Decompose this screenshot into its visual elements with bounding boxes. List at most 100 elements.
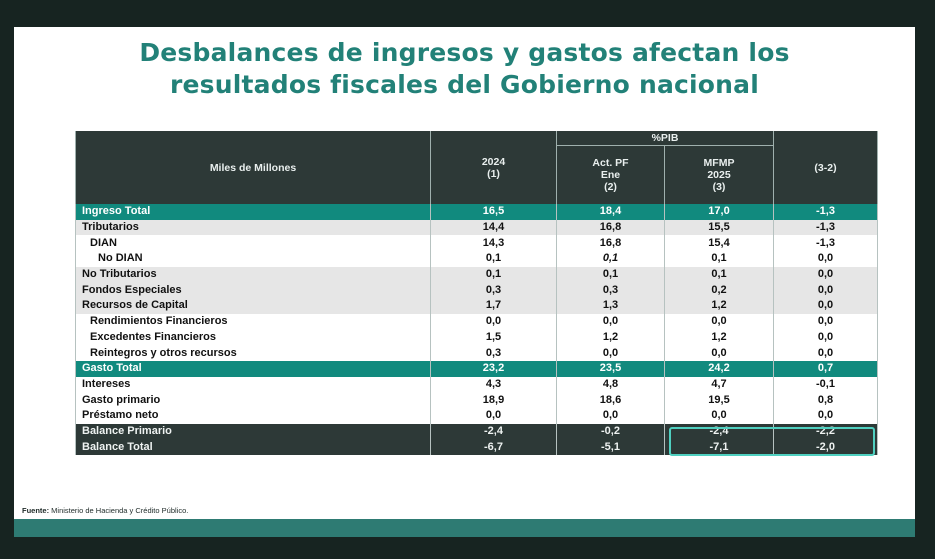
cell-2024: 0,0 xyxy=(430,407,557,424)
highlight-box xyxy=(669,427,875,456)
table-row-fondos-especiales: Fondos Especiales 0,3 0,3 0,2 0,0 xyxy=(75,282,878,299)
header-col-2024-year: 2024 xyxy=(481,155,506,168)
cell-diff: -1,3 xyxy=(773,219,878,236)
table-row-recursos-capital: Recursos de Capital 1,7 1,3 1,2 0,0 xyxy=(75,298,878,314)
table-row-gasto-primario: Gasto primario 18,9 18,6 19,5 0,8 xyxy=(75,392,878,408)
header-col-diff: (3-2) xyxy=(773,131,878,204)
cell-diff: -1,3 xyxy=(773,204,878,220)
cell-2024: 16,5 xyxy=(430,204,557,220)
cell-mfmp: 0,1 xyxy=(664,266,774,283)
header-mfmp-line3: (3) xyxy=(712,181,726,193)
cell-diff: 0,0 xyxy=(773,298,878,314)
cell-2024: 0,1 xyxy=(430,251,557,267)
cell-diff: 0,0 xyxy=(773,329,878,346)
cell-2024: 1,5 xyxy=(430,329,557,346)
cell-act-pf: 16,8 xyxy=(556,219,665,236)
cell-diff: 0,0 xyxy=(773,282,878,299)
cell-mfmp: 4,7 xyxy=(664,376,774,393)
cell-mfmp: 0,0 xyxy=(664,345,774,361)
cell-2024: 18,9 xyxy=(430,392,557,408)
cell-diff: 0,0 xyxy=(773,266,878,283)
slide-footer-bar xyxy=(14,519,915,537)
row-label: Tributarios xyxy=(75,219,431,236)
row-label: Préstamo neto xyxy=(75,407,431,424)
cell-act-pf: -0,2 xyxy=(556,423,665,440)
cell-mfmp: 1,2 xyxy=(664,298,774,314)
cell-mfmp: 15,4 xyxy=(664,235,774,252)
cell-mfmp: 17,0 xyxy=(664,204,774,220)
fiscal-table: Miles de Millones 2024 (1) %PIB (3-2) Ac… xyxy=(75,131,878,455)
table-row-dian: DIAN 14,3 16,8 15,4 -1,3 xyxy=(75,235,878,252)
cell-act-pf: -5,1 xyxy=(556,439,665,455)
cell-act-pf: 0,0 xyxy=(556,345,665,361)
title-line-1: Desbalances de ingresos y gastos afectan… xyxy=(139,38,790,67)
table-row-balance-total: Balance Total -6,7 -5,1 -7,1 -2,0 xyxy=(75,439,878,455)
header-act-pf-line3: (2) xyxy=(604,181,617,193)
header-col-mfmp: MFMP 2025 (3) xyxy=(664,145,774,204)
row-label: Intereses xyxy=(75,376,431,393)
cell-2024: 0,3 xyxy=(430,345,557,361)
table-row-gasto-total: Gasto Total 23,2 23,5 24,2 0,7 xyxy=(75,360,878,377)
cell-mfmp: -7,1 xyxy=(664,439,774,455)
row-label: No Tributarios xyxy=(75,266,431,283)
cell-diff: -2,0 xyxy=(773,439,878,455)
table-row-reintegros: Reintegros y otros recursos 0,3 0,0 0,0 … xyxy=(75,345,878,361)
source-text: Ministerio de Hacienda y Crédito Público… xyxy=(49,506,189,515)
cell-2024: 1,7 xyxy=(430,298,557,314)
row-label: Gasto Total xyxy=(75,360,431,377)
table-row-intereses: Intereses 4,3 4,8 4,7 -0,1 xyxy=(75,376,878,393)
table-row-no-tributarios: No Tributarios 0,1 0,1 0,1 0,0 xyxy=(75,266,878,283)
cell-act-pf: 0,1 xyxy=(556,266,665,283)
table-row-prestamo-neto: Préstamo neto 0,0 0,0 0,0 0,0 xyxy=(75,407,878,424)
cell-diff: 0,0 xyxy=(773,251,878,267)
cell-2024: 14,3 xyxy=(430,235,557,252)
table-row-rendimientos: Rendimientos Financieros 0,0 0,0 0,0 0,0 xyxy=(75,313,878,330)
cell-mfmp: 0,0 xyxy=(664,407,774,424)
header-act-pf-line2: Ene xyxy=(600,169,621,181)
cell-mfmp: 0,0 xyxy=(664,313,774,330)
cell-act-pf: 23,5 xyxy=(556,360,665,377)
cell-diff: 0,0 xyxy=(773,313,878,330)
row-label: Fondos Especiales xyxy=(75,282,431,299)
cell-mfmp: 24,2 xyxy=(664,360,774,377)
header-col-2024-index: (1) xyxy=(487,167,500,180)
cell-2024: 0,3 xyxy=(430,282,557,299)
cell-mfmp: 1,2 xyxy=(664,329,774,346)
row-label: Excedentes Financieros xyxy=(75,329,431,346)
row-label: Balance Total xyxy=(75,439,431,455)
cell-act-pf: 4,8 xyxy=(556,376,665,393)
row-label: Rendimientos Financieros xyxy=(75,313,431,330)
cell-diff: -0,1 xyxy=(773,376,878,393)
table-row-tributarios: Tributarios 14,4 16,8 15,5 -1,3 xyxy=(75,219,878,236)
cell-diff: 0,0 xyxy=(773,345,878,361)
table-row-excedentes: Excedentes Financieros 1,5 1,2 1,2 0,0 xyxy=(75,329,878,346)
header-label: Miles de Millones xyxy=(75,131,431,204)
cell-2024: 4,3 xyxy=(430,376,557,393)
cell-2024: -6,7 xyxy=(430,439,557,455)
row-label: No DIAN xyxy=(75,251,431,267)
cell-act-pf: 0,0 xyxy=(556,313,665,330)
title-line-2: resultados fiscales del Gobierno naciona… xyxy=(169,70,760,99)
cell-2024: 0,0 xyxy=(430,313,557,330)
row-label: Ingreso Total xyxy=(75,204,431,220)
cell-2024: 23,2 xyxy=(430,360,557,377)
cell-mfmp: 0,1 xyxy=(664,251,774,267)
header-pib-group: %PIB xyxy=(556,131,774,146)
cell-diff: 0,0 xyxy=(773,407,878,424)
slide-title: Desbalances de ingresos y gastos afectan… xyxy=(14,37,915,101)
cell-diff: -1,3 xyxy=(773,235,878,252)
cell-mfmp: 15,5 xyxy=(664,219,774,236)
row-label: DIAN xyxy=(75,235,431,252)
table-row-ingreso-total: Ingreso Total 16,5 18,4 17,0 -1,3 xyxy=(75,204,878,220)
cell-mfmp: 19,5 xyxy=(664,392,774,408)
source-note: Fuente: Ministerio de Hacienda y Crédito… xyxy=(22,506,188,515)
source-label: Fuente: xyxy=(22,506,50,515)
header-mfmp-line2: 2025 xyxy=(707,169,731,181)
cell-2024: -2,4 xyxy=(430,423,557,440)
cell-2024: 0,1 xyxy=(430,266,557,283)
header-act-pf-line1: Act. PF xyxy=(592,157,629,169)
cell-act-pf: 1,3 xyxy=(556,298,665,314)
cell-act-pf: 0,1 xyxy=(556,251,665,267)
cell-act-pf: 16,8 xyxy=(556,235,665,252)
row-label: Gasto primario xyxy=(75,392,431,408)
